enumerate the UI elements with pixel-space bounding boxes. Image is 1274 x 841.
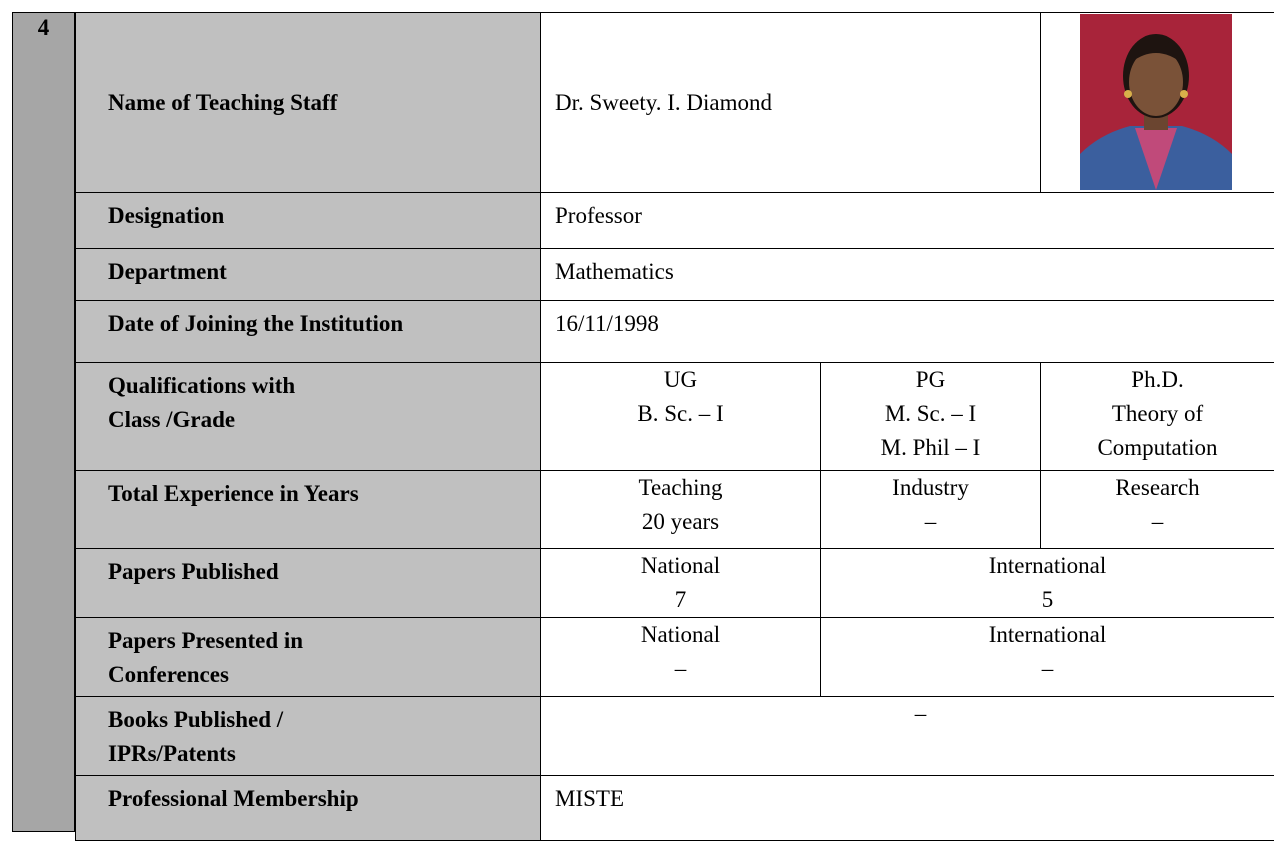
row-value: MISTE bbox=[540, 775, 1274, 841]
value-cell: Teaching 20 years bbox=[540, 470, 821, 549]
cell-text: 7 bbox=[674, 587, 687, 612]
entry-number: 4 bbox=[37, 15, 50, 40]
label-text: Name of Teaching Staff bbox=[108, 89, 338, 115]
value-cell: UG B. Sc. – I bbox=[540, 362, 821, 471]
row-label: Total Experience in Years bbox=[75, 470, 541, 549]
label-text: Conferences bbox=[108, 662, 229, 687]
value-cell: Research – bbox=[1040, 470, 1274, 549]
cell-text: National bbox=[640, 553, 721, 578]
cell-text: Industry bbox=[892, 475, 969, 500]
cell-text: Ph.D. bbox=[1131, 367, 1184, 392]
cell-text: International bbox=[988, 553, 1107, 578]
cell-text: – bbox=[924, 509, 937, 534]
cell-text: M. Phil – I bbox=[880, 435, 981, 460]
row-label: Name of Teaching Staff bbox=[75, 12, 541, 193]
cell-text: International bbox=[988, 622, 1107, 647]
value-cell: Industry – bbox=[820, 470, 1041, 549]
value-cell: International 5 bbox=[820, 548, 1274, 618]
value-text: Dr. Sweety. I. Diamond bbox=[555, 89, 772, 115]
cell-text: Computation bbox=[1097, 435, 1218, 460]
value-text: Professor bbox=[555, 203, 642, 228]
label-text: Books Published / bbox=[108, 707, 284, 732]
label-text: Qualifications with bbox=[108, 373, 296, 398]
row-label: Books Published / IPRs/Patents bbox=[75, 696, 541, 776]
value-cell: – bbox=[540, 696, 1274, 776]
label-text: Class /Grade bbox=[108, 407, 236, 432]
cell-text: – bbox=[914, 701, 927, 726]
row-label: Papers Presented in Conferences bbox=[75, 617, 541, 697]
row-value: Mathematics bbox=[540, 248, 1274, 301]
staff-photo bbox=[1080, 14, 1232, 190]
label-text: Professional Membership bbox=[108, 786, 359, 811]
label-text: IPRs/Patents bbox=[108, 741, 236, 766]
cell-text: PG bbox=[915, 367, 946, 392]
value-cell: National 7 bbox=[540, 548, 821, 618]
cell-text: B. Sc. – I bbox=[637, 401, 724, 426]
label-text: Total Experience in Years bbox=[108, 481, 359, 506]
label-text: Department bbox=[108, 259, 227, 284]
cell-text: Teaching bbox=[638, 475, 723, 500]
row-value: 16/11/1998 bbox=[540, 300, 1274, 363]
cell-text: – bbox=[1041, 656, 1054, 681]
cell-text: UG bbox=[663, 367, 698, 392]
row-label: Designation bbox=[75, 192, 541, 249]
label-text: Papers Presented in bbox=[108, 628, 304, 653]
value-cell: National – bbox=[540, 617, 821, 697]
row-label: Department bbox=[75, 248, 541, 301]
row-value: Professor bbox=[540, 192, 1274, 249]
value-cell: PG M. Sc. – I M. Phil – I bbox=[820, 362, 1041, 471]
value-text: 16/11/1998 bbox=[555, 311, 659, 336]
label-text: Papers Published bbox=[108, 559, 279, 584]
cell-text: – bbox=[1151, 509, 1164, 534]
value-cell: Ph.D. Theory of Computation bbox=[1040, 362, 1274, 471]
page: {"number": "4", "rows": [ {"label": ["Na… bbox=[12, 12, 1274, 841]
cell-text: – bbox=[674, 656, 687, 681]
label-text: Designation bbox=[108, 203, 225, 228]
cell-text: 5 bbox=[1041, 587, 1054, 612]
cell-text: National bbox=[640, 622, 721, 647]
value-text: Mathematics bbox=[555, 259, 674, 284]
value-text: MISTE bbox=[555, 786, 624, 811]
row-label: Professional Membership bbox=[75, 775, 541, 841]
row-label: Date of Joining the Institution bbox=[75, 300, 541, 363]
cell-text: Research bbox=[1115, 475, 1200, 500]
row-label: Papers Published bbox=[75, 548, 541, 618]
number-column: 4 bbox=[12, 12, 75, 832]
cell-text: 20 years bbox=[641, 509, 720, 534]
row-label: Qualifications with Class /Grade bbox=[75, 362, 541, 471]
row-value: Dr. Sweety. I. Diamond bbox=[540, 12, 1041, 193]
cell-text: M. Sc. – I bbox=[884, 401, 977, 426]
cell-text: Theory of bbox=[1111, 401, 1204, 426]
label-text: Date of Joining the Institution bbox=[108, 311, 404, 336]
value-cell: International – bbox=[820, 617, 1274, 697]
